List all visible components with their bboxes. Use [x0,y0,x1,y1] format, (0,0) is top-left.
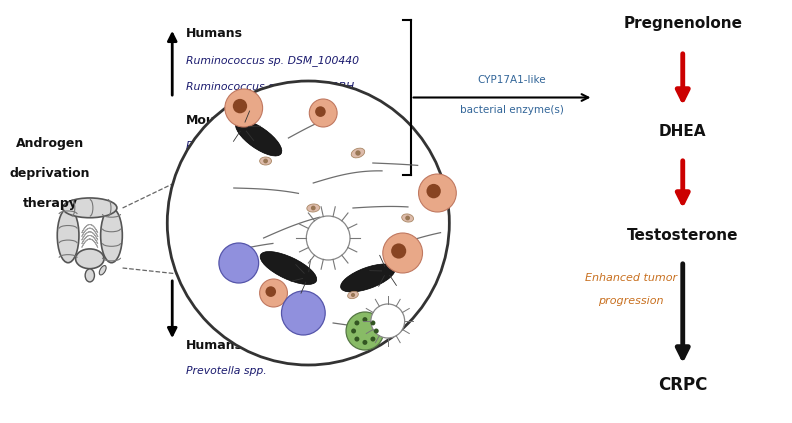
Circle shape [225,89,263,127]
Circle shape [351,329,356,333]
Text: Mouse: Mouse [186,113,232,126]
Circle shape [371,304,405,338]
Circle shape [391,243,406,258]
Circle shape [315,106,326,117]
Text: bacterial enzyme(s): bacterial enzyme(s) [460,104,564,115]
Circle shape [310,99,337,127]
Text: therapy: therapy [23,197,78,209]
Circle shape [281,291,326,335]
Circle shape [263,159,268,163]
Circle shape [265,286,276,297]
Circle shape [355,337,360,341]
Circle shape [374,329,379,333]
Text: deprivation: deprivation [10,167,90,179]
Text: Humans: Humans [186,338,243,352]
Ellipse shape [235,120,282,156]
Ellipse shape [307,204,320,212]
Circle shape [371,321,375,325]
Circle shape [355,321,360,325]
Circle shape [383,233,422,273]
Text: CYP17A1-like: CYP17A1-like [478,74,546,85]
Text: Enhanced tumor: Enhanced tumor [585,273,677,283]
Ellipse shape [99,266,106,275]
Circle shape [371,337,375,341]
Text: DHEA: DHEA [659,124,706,138]
Circle shape [356,150,360,156]
Text: CRPC: CRPC [658,376,707,394]
Text: Prevotella spp.: Prevotella spp. [186,366,267,376]
Circle shape [406,216,410,220]
Text: Humans: Humans [186,27,243,39]
Ellipse shape [75,249,104,269]
Ellipse shape [348,291,358,299]
Text: progression: progression [598,296,664,306]
Circle shape [363,317,367,322]
Circle shape [311,206,316,210]
Ellipse shape [57,208,79,263]
Ellipse shape [352,148,364,158]
Text: Androgen: Androgen [16,137,84,149]
Ellipse shape [402,214,413,222]
Ellipse shape [260,157,272,165]
Text: Testosterone: Testosterone [627,228,738,242]
Text: Ruminococcus gnavus: Ruminococcus gnavus [186,141,307,151]
Text: Ruminococcus sp. DSM_100440: Ruminococcus sp. DSM_100440 [186,55,359,66]
Circle shape [351,293,355,297]
Ellipse shape [63,198,117,218]
Ellipse shape [341,264,395,292]
Circle shape [233,99,247,113]
Circle shape [260,279,287,307]
Circle shape [167,81,449,365]
Text: Ruminococcus sp. OM05_10BH: Ruminococcus sp. OM05_10BH [186,82,354,93]
Circle shape [418,174,456,212]
Ellipse shape [86,269,94,282]
Ellipse shape [101,208,122,263]
Circle shape [346,312,384,350]
Circle shape [363,340,367,345]
Circle shape [307,216,350,260]
Text: Pregnenolone: Pregnenolone [623,16,742,30]
Circle shape [219,243,259,283]
Circle shape [426,184,441,198]
Text: Bacteroides acidifaciens: Bacteroides acidifaciens [186,167,318,177]
Ellipse shape [260,252,317,284]
